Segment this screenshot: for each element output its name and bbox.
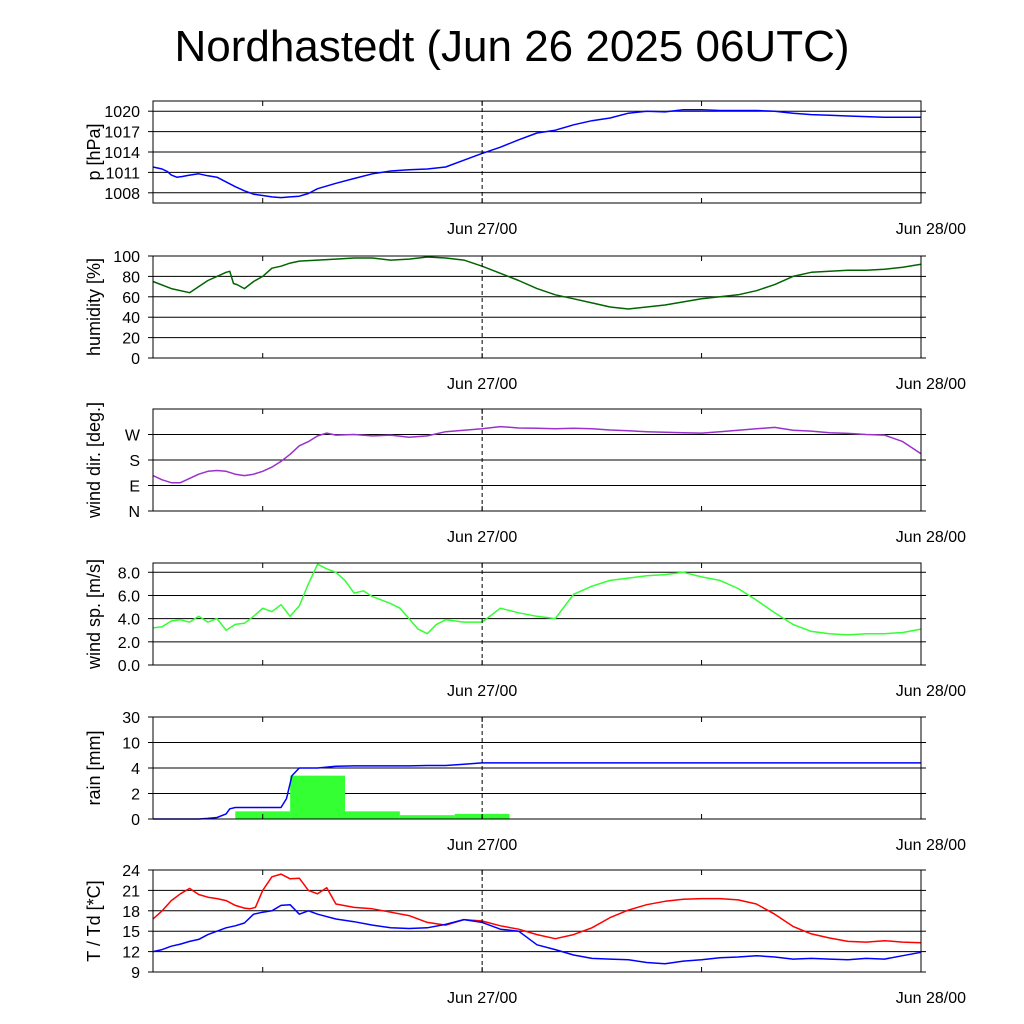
x-tick-label: Jun 28/00 [896,990,966,1007]
y-tick-label: S [129,453,140,470]
x-tick-label: Jun 28/00 [896,529,966,546]
y-axis-label: T / Td [*C] [84,880,104,961]
y-axis-label: rain [mm] [84,730,104,805]
series-line-wind_dir-0 [152,425,922,484]
y-tick-label: 60 [122,290,140,307]
y-axis-label: p [hPa] [84,123,104,180]
y-tick-label: 8.0 [118,565,140,582]
y-tick-label: 4.0 [118,612,140,629]
y-tick-label: 1014 [104,145,140,162]
y-tick-label: W [125,428,141,445]
x-tick-label: Jun 27/00 [447,529,517,546]
y-tick-label: 9 [131,965,140,982]
x-tick-label: Jun 27/00 [447,990,517,1007]
y-tick-label: 0 [131,812,140,829]
y-tick-label: 80 [122,269,140,286]
series-line-humidity-0 [152,256,922,310]
series-line-temperature-0 [152,873,922,944]
x-tick-label: Jun 28/00 [896,221,966,238]
y-tick-label: 10 [122,736,140,753]
panel-rain: 0 2 4 10 30 Jun 27/00 Jun 28/00 rain [mm] [84,710,966,854]
y-tick-label: 100 [113,249,140,266]
panel-pressure: 1008 1011 1014 1017 1020 Jun 27/00 Jun 28/00 p … [84,100,966,238]
x-tick-label: Jun 27/00 [447,221,517,238]
series-line-rain-0 [153,762,921,820]
y-tick-label: 30 [122,710,140,727]
x-tick-label: Jun 28/00 [896,837,966,854]
y-tick-label: 15 [122,924,140,941]
y-axis-label: wind dir. [deg.] [84,402,104,519]
y-axis-label: wind sp. [m/s] [84,559,104,670]
plot-frame [152,255,922,359]
x-tick-label: Jun 27/00 [447,837,517,854]
series-line-wind_speed-0 [152,563,922,636]
chart-title: Nordhastedt (Jun 26 2025 06UTC) [174,22,850,71]
y-tick-label: 24 [122,863,140,880]
y-tick-label: 2 [131,787,140,804]
y-tick-label: 0.0 [118,658,140,675]
y-tick-label: 21 [122,883,140,900]
y-tick-label: 18 [122,904,140,921]
y-tick-label: 40 [122,310,140,327]
y-tick-label: 6.0 [118,588,140,605]
rain-bar [399,815,455,819]
x-tick-label: Jun 28/00 [896,683,966,700]
y-tick-label: 4 [131,761,140,778]
rain-bar [345,811,400,819]
series-line-temperature-1 [152,903,922,965]
y-tick-label: 1020 [104,104,140,121]
panel-humidity: 0 20 40 60 80 100 Jun 27/00 Jun 28/00 humidity [… [84,249,966,393]
series-line-pressure-0 [152,109,921,199]
plot-frame [152,869,922,973]
y-tick-label: 0 [131,351,140,368]
y-tick-label: N [128,504,140,521]
y-axis-label: humidity [%] [84,258,104,356]
x-tick-label: Jun 27/00 [447,683,517,700]
plot-frame [152,562,922,666]
y-tick-label: E [129,479,140,496]
y-tick-label: 1008 [104,186,140,203]
y-tick-label: 1011 [106,165,141,182]
y-tick-label: 20 [122,331,140,348]
y-tick-label: 12 [122,945,140,962]
x-tick-label: Jun 28/00 [896,376,966,393]
x-tick-label: Jun 27/00 [447,376,517,393]
y-tick-label: 2.0 [118,635,140,652]
panel-wind_speed: 0.0 2.0 4.0 6.0 8.0 Jun 27/00 Jun 28/00 wind sp… [84,559,966,700]
panel-temperature: 9 12 15 18 21 24 Jun 27/00 Jun 28/00 T / Td [*C] [84,863,966,1007]
rain-bar [290,775,345,819]
y-tick-label: 1017 [104,125,140,142]
